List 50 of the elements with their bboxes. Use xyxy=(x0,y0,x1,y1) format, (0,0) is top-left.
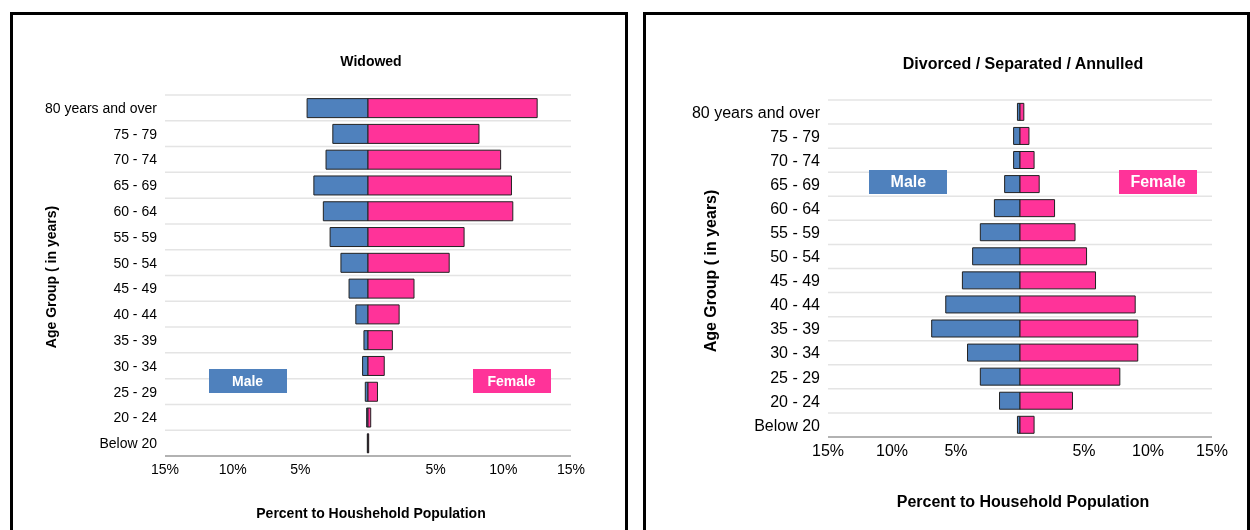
y-tick-label: 25 - 29 xyxy=(113,383,158,400)
y-tick-label: 75 - 79 xyxy=(113,125,158,142)
y-tick-label: Below 20 xyxy=(99,435,158,452)
y-tick-label: 30 - 34 xyxy=(113,357,158,374)
y-tick-label: 35 - 39 xyxy=(113,331,158,348)
x-tick-label: 10% xyxy=(1131,442,1165,460)
y-tick-label: 50 - 54 xyxy=(113,254,158,271)
y-tick-label: 30 - 34 xyxy=(770,344,821,362)
y-tick-label: 65 - 69 xyxy=(770,175,821,193)
x-tick-label: 10% xyxy=(218,460,247,477)
y-tick-label: 50 - 54 xyxy=(770,248,821,266)
y-tick-label: 75 - 79 xyxy=(770,127,821,145)
x-tick-label: 5% xyxy=(1072,442,1096,460)
x-tick-label: 5% xyxy=(944,442,968,460)
y-tick-label: 35 - 39 xyxy=(770,320,821,338)
chart-title: Widowed xyxy=(339,53,403,69)
text: Female xyxy=(1119,170,1197,195)
y-tick-label: 60 - 64 xyxy=(113,203,158,220)
x-tick-label: 15% xyxy=(556,460,586,477)
y-tick-label: 80 years and over xyxy=(44,99,158,116)
x-tick-label: 5% xyxy=(425,460,446,477)
y-tick-label: 45 - 49 xyxy=(113,280,158,297)
y-tick-label: 65 - 69 xyxy=(113,177,158,194)
y-tick-label: 45 - 49 xyxy=(770,272,821,290)
y-tick-label: 55 - 59 xyxy=(770,224,821,242)
y-tick-label: 70 - 74 xyxy=(113,151,158,168)
y-tick-label: 60 - 64 xyxy=(770,200,821,217)
x-axis-title: Percent to Household Population xyxy=(895,493,1151,511)
text: Male xyxy=(869,170,948,195)
y-tick-label: 25 - 29 xyxy=(770,368,821,386)
y-tick-label: Below 20 xyxy=(754,416,821,434)
x-tick-label: 15% xyxy=(1195,442,1229,460)
chart-title: Divorced / Separated / Annulled xyxy=(901,55,1145,73)
y-tick-label: 70 - 74 xyxy=(770,151,821,169)
y-tick-label: 55 - 59 xyxy=(113,228,158,245)
x-tick-label: 5% xyxy=(290,460,311,477)
y-tick-label: 20 - 24 xyxy=(113,409,158,426)
x-axis-title: Percent to Houshehold Population xyxy=(255,505,487,521)
x-tick-label: 10% xyxy=(489,460,518,477)
x-tick-label: 15% xyxy=(811,442,845,460)
text: Male xyxy=(208,368,287,393)
x-tick-label: 10% xyxy=(875,442,909,460)
y-tick-label: 40 - 44 xyxy=(770,296,821,314)
y-axis-title: Age Group ( in years) xyxy=(43,204,59,350)
y-tick-label: 80 years and over xyxy=(691,103,821,121)
text: Female xyxy=(472,368,551,393)
x-tick-label: 15% xyxy=(150,460,180,477)
y-tick-label: 20 - 24 xyxy=(770,392,821,410)
y-tick-label: 40 - 44 xyxy=(113,306,158,323)
y-axis-title: Age Group ( in years) xyxy=(702,188,720,354)
